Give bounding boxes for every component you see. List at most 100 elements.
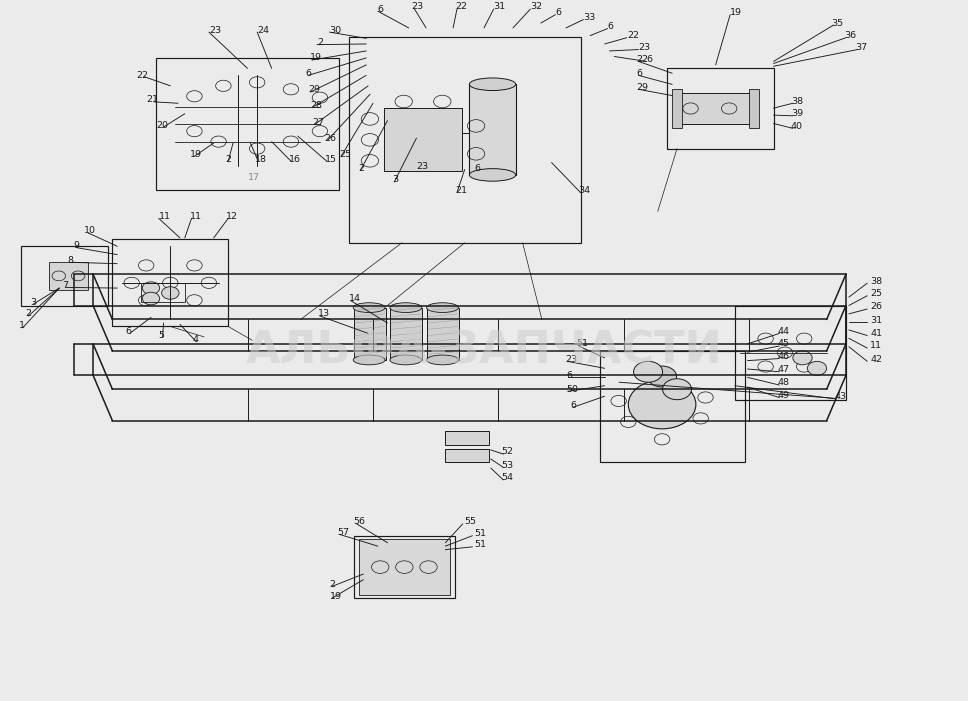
Bar [672, 89, 681, 128]
Bar [384, 109, 462, 171]
Text: 20: 20 [156, 121, 167, 130]
Text: 11: 11 [159, 212, 170, 221]
Text: 29: 29 [309, 86, 320, 95]
Text: 6: 6 [125, 327, 131, 336]
Text: 21: 21 [455, 186, 467, 195]
Bar [49, 262, 88, 290]
Text: 25: 25 [339, 150, 351, 158]
Text: 54: 54 [501, 473, 513, 482]
Text: 51: 51 [474, 540, 486, 550]
Text: 22: 22 [637, 55, 649, 64]
Text: 44: 44 [777, 327, 790, 336]
Text: 6: 6 [556, 8, 561, 17]
Text: 14: 14 [348, 294, 361, 303]
Text: 48: 48 [777, 379, 790, 388]
Text: 10: 10 [83, 226, 96, 236]
Text: 51: 51 [474, 529, 486, 538]
Text: 21: 21 [146, 95, 158, 104]
Text: 31: 31 [494, 3, 505, 11]
Text: 23: 23 [209, 25, 221, 34]
Ellipse shape [353, 355, 385, 365]
Text: 19: 19 [190, 150, 201, 158]
Text: 23: 23 [416, 161, 429, 170]
Text: 6: 6 [637, 69, 643, 78]
Text: 6: 6 [571, 401, 577, 410]
Text: 4: 4 [193, 335, 198, 344]
Bar [445, 449, 489, 463]
Text: 6: 6 [566, 371, 572, 380]
Text: 22: 22 [136, 71, 148, 80]
Ellipse shape [427, 303, 459, 313]
Bar [427, 308, 459, 360]
Text: 57: 57 [337, 528, 349, 537]
Bar [156, 58, 339, 191]
Circle shape [634, 361, 662, 382]
Text: 30: 30 [329, 25, 342, 34]
Text: 33: 33 [584, 13, 595, 22]
Text: 13: 13 [318, 309, 330, 318]
Bar [353, 308, 385, 360]
Text: 56: 56 [353, 517, 366, 526]
Text: 51: 51 [577, 339, 589, 348]
Text: 23: 23 [639, 43, 650, 52]
Bar [141, 283, 185, 302]
Ellipse shape [469, 169, 516, 181]
Text: 25: 25 [870, 290, 882, 298]
Text: 2: 2 [358, 163, 365, 172]
Bar [600, 351, 744, 463]
Text: 23: 23 [411, 3, 424, 11]
Text: 19: 19 [730, 8, 742, 17]
Circle shape [648, 366, 677, 387]
Text: 43: 43 [834, 393, 846, 402]
Text: 38: 38 [870, 277, 882, 285]
Text: 11: 11 [870, 341, 882, 350]
Text: 29: 29 [637, 83, 649, 92]
Text: 2: 2 [25, 309, 32, 318]
Text: 40: 40 [791, 122, 802, 131]
Circle shape [628, 380, 696, 429]
Text: 18: 18 [256, 154, 267, 163]
Circle shape [162, 287, 179, 299]
Text: 52: 52 [501, 447, 513, 456]
Bar [390, 308, 422, 360]
Ellipse shape [390, 303, 422, 313]
Ellipse shape [390, 355, 422, 365]
Text: 36: 36 [844, 31, 856, 40]
Text: 41: 41 [870, 329, 882, 338]
Text: 6: 6 [378, 5, 384, 13]
Text: 2: 2 [226, 154, 231, 163]
Text: 24: 24 [257, 25, 269, 34]
Text: 17: 17 [248, 173, 259, 182]
Text: 31: 31 [870, 315, 882, 325]
Text: 46: 46 [777, 352, 790, 361]
Text: 6: 6 [306, 69, 312, 78]
Text: 2: 2 [329, 580, 336, 589]
Bar [112, 239, 228, 327]
Bar [667, 69, 773, 149]
Bar [445, 431, 489, 445]
Circle shape [662, 379, 691, 400]
Text: 38: 38 [791, 97, 803, 106]
Text: 27: 27 [313, 118, 324, 127]
Text: 45: 45 [777, 339, 790, 348]
Text: 23: 23 [565, 355, 577, 364]
Text: 8: 8 [67, 256, 73, 265]
Text: 28: 28 [311, 101, 322, 110]
Bar [348, 37, 581, 243]
Text: 5: 5 [159, 331, 165, 340]
Text: 15: 15 [324, 154, 337, 163]
Text: 19: 19 [329, 592, 342, 601]
Ellipse shape [353, 303, 385, 313]
Text: 32: 32 [530, 3, 542, 11]
Text: 49: 49 [777, 391, 790, 400]
Bar [358, 539, 450, 595]
Ellipse shape [469, 78, 516, 90]
Text: 6: 6 [608, 22, 614, 31]
Text: 26: 26 [870, 302, 882, 311]
Text: 50: 50 [566, 385, 578, 394]
Bar [749, 89, 759, 128]
Ellipse shape [427, 355, 459, 365]
Bar [735, 306, 846, 400]
Text: 22: 22 [627, 31, 639, 40]
Circle shape [142, 282, 160, 294]
